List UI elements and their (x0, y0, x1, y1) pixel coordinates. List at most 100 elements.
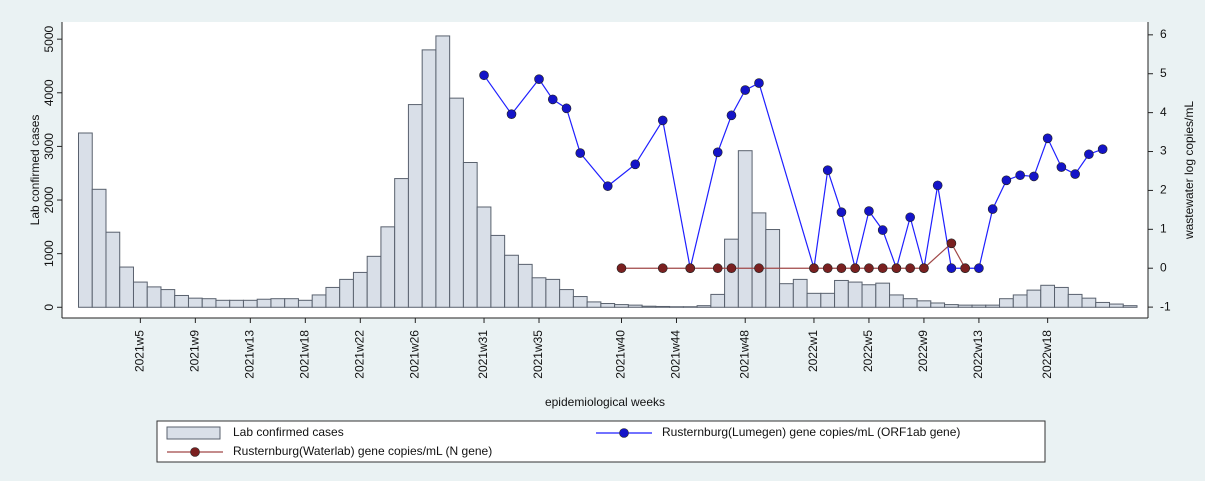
x-tick-label: 2022w1 (806, 330, 820, 372)
x-tick-label: 2022w13 (971, 330, 985, 379)
bar (834, 279, 849, 308)
x-tick-label: 2021w9 (188, 330, 202, 372)
bar (669, 306, 684, 308)
bar (682, 306, 698, 308)
bar (641, 305, 657, 308)
marker (602, 181, 613, 191)
bar (792, 278, 808, 308)
y-tick-label: 4000 (42, 79, 56, 106)
marker (726, 110, 737, 121)
marker (987, 204, 998, 214)
legend-label: Rusternburg(Waterlab) gene copies/mL (N … (233, 444, 492, 458)
marker (905, 263, 915, 274)
bar (476, 206, 492, 308)
bar (284, 298, 299, 308)
bar (916, 300, 932, 308)
y-axis-title: Lab confirmed cases (28, 115, 42, 226)
x-tick-label: 2021w18 (297, 330, 311, 379)
bar (394, 178, 409, 308)
bar (806, 292, 822, 308)
bar (105, 231, 121, 308)
bar (449, 97, 464, 308)
marker (946, 263, 957, 274)
bar (435, 35, 451, 308)
bar (971, 304, 987, 308)
marker (822, 263, 833, 274)
bar (146, 286, 162, 308)
bar (737, 150, 753, 308)
bar (985, 304, 1001, 308)
bar (751, 212, 767, 308)
bar (504, 254, 519, 308)
marker (905, 212, 915, 223)
y2-tick-label: 1 (1160, 221, 1167, 235)
marker (974, 263, 984, 274)
bar (1067, 293, 1083, 308)
plot-area (62, 22, 1148, 318)
legend-marker (619, 428, 629, 438)
bar (174, 294, 189, 308)
marker (1084, 149, 1094, 160)
bar (242, 299, 258, 308)
x-tick-label: 2021w44 (669, 330, 683, 379)
marker (534, 74, 544, 84)
marker (685, 263, 696, 274)
x-tick-label: 2021w13 (243, 330, 257, 379)
marker (932, 180, 943, 191)
bar (614, 304, 629, 308)
marker (479, 70, 489, 81)
bar (380, 226, 396, 308)
marker (919, 263, 929, 274)
marker (946, 238, 957, 249)
bar (1040, 284, 1056, 308)
y2-tick-label: 6 (1160, 27, 1167, 41)
marker (754, 263, 764, 274)
bar (559, 289, 574, 308)
x-tick-label: 2021w48 (737, 330, 751, 379)
y-tick-label: 5000 (42, 25, 56, 52)
marker (547, 94, 558, 105)
marker (1042, 133, 1053, 144)
bar (1095, 301, 1111, 308)
bar (889, 294, 904, 308)
marker (1097, 144, 1108, 154)
bar (627, 304, 643, 308)
bar (421, 49, 437, 308)
bar (270, 298, 286, 308)
y-tick-label: 1000 (42, 240, 56, 267)
marker (836, 263, 847, 274)
bar (229, 299, 244, 308)
x-tick-label: 2021w35 (531, 330, 545, 379)
legend-label: Rusternburg(Lumegen) gene copies/mL (ORF… (662, 425, 960, 439)
bar (256, 298, 272, 308)
x-tick-label: 2021w31 (476, 330, 490, 379)
marker (1070, 169, 1080, 179)
marker (891, 263, 902, 274)
legend-swatch (166, 426, 221, 440)
bar (160, 289, 176, 308)
x-tick-label: 2022w5 (861, 330, 875, 372)
y-tick-label: 3000 (42, 133, 56, 160)
bar (696, 305, 712, 308)
bar (902, 298, 918, 308)
bar (366, 255, 382, 308)
bar (297, 299, 313, 308)
bar (999, 298, 1014, 308)
marker (864, 263, 874, 274)
bar (586, 301, 602, 308)
marker (630, 159, 641, 170)
y2-tick-label: 2 (1160, 183, 1167, 197)
marker (712, 263, 723, 274)
y2-axis-title: wastewater log copies/mL (1182, 101, 1196, 240)
bar (339, 278, 354, 308)
bar (407, 104, 423, 308)
bar (1081, 297, 1097, 308)
bar (1122, 305, 1138, 308)
marker (561, 103, 572, 114)
bar (1054, 286, 1069, 308)
marker (754, 78, 764, 88)
legend-label: Lab confirmed cases (233, 425, 344, 439)
marker (657, 263, 668, 274)
bar (119, 266, 134, 308)
